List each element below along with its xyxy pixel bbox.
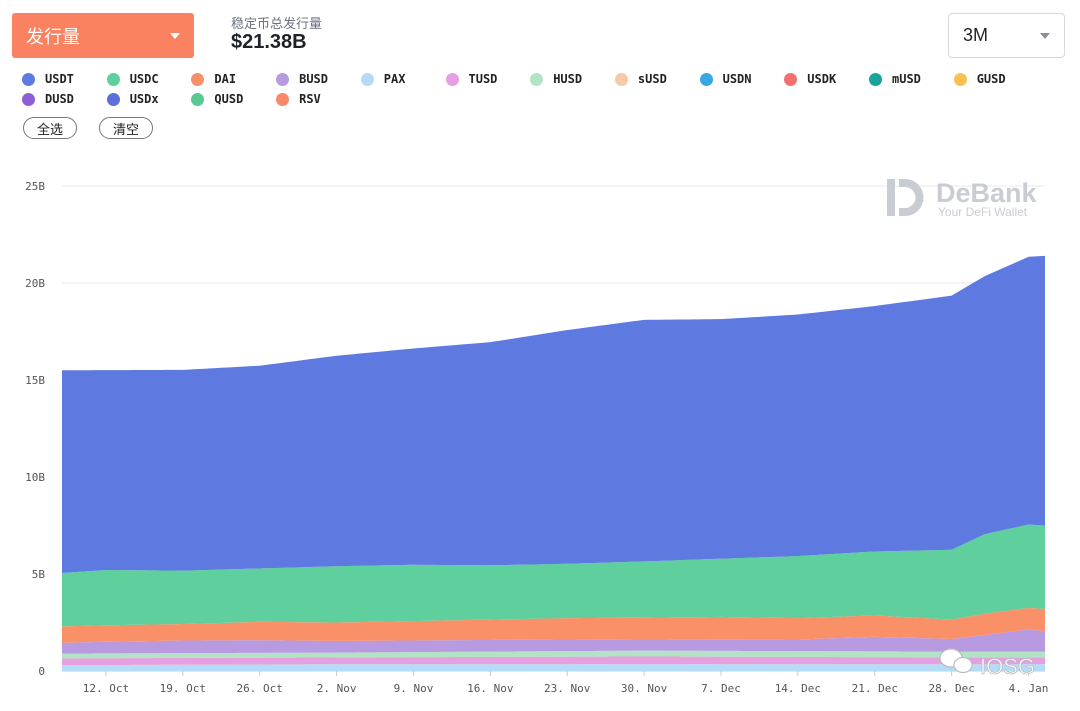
legend-label: HUSD: [553, 72, 583, 86]
legend-item-usdt[interactable]: USDT: [22, 70, 74, 88]
legend-item-gusd[interactable]: GUSD: [953, 70, 1006, 88]
legend-dot-icon: [106, 92, 120, 106]
metric-dropdown[interactable]: 发行量: [12, 13, 194, 58]
legend-item-busd[interactable]: BUSD: [276, 70, 328, 88]
legend-item-usdc[interactable]: USDC: [106, 70, 159, 88]
x-tick-label: 12. Oct: [83, 682, 129, 695]
series-area-tusd[interactable]: [62, 656, 1045, 666]
legend-label: USDK: [807, 72, 837, 86]
x-tick-label: 19. Oct: [160, 682, 206, 695]
legend-row: DUSD USDx QUSD RSV: [22, 90, 1062, 110]
stacked-area-chart: 0 5B 10B 15B 20B 25B 12. Oct 19. Oct 26. Oct 2. …: [25, 178, 1049, 695]
x-tick-label: 16. Nov: [467, 682, 514, 695]
y-tick-label: 15B: [25, 374, 45, 387]
total-supply-label: 稳定币总发行量: [231, 17, 323, 32]
x-tick-label: 28. Dec: [928, 682, 974, 695]
wechat-icon: [939, 648, 973, 674]
series-area-usdc[interactable]: [62, 524, 1045, 627]
legend-dot-icon: [191, 92, 205, 106]
legend-label: RSV: [299, 92, 321, 106]
x-axis: 12. Oct 19. Oct 26. Oct 2. Nov 9. Nov 16. Nov…: [83, 671, 1049, 695]
legend-dot-icon: [445, 72, 459, 86]
select-all-button[interactable]: 全选: [23, 117, 77, 139]
iosg-watermark: IOSG: [939, 648, 1035, 679]
watermark-tagline: Your DeFi Wallet: [938, 205, 1028, 219]
legend-dot-icon: [530, 72, 544, 86]
legend-dot-icon: [276, 72, 290, 86]
legend-item-usdn[interactable]: USDN: [699, 70, 752, 88]
legend-dot-icon: [22, 72, 35, 86]
chevron-down-icon: [170, 32, 180, 39]
series-areas: [62, 255, 1045, 671]
legend-item-tusd[interactable]: TUSD: [445, 70, 498, 88]
x-tick-label: 23. Nov: [544, 682, 591, 695]
legend-label: GUSD: [976, 72, 1006, 86]
y-tick-label: 0: [38, 665, 45, 678]
legend-label: PAX: [383, 72, 406, 86]
legend-dot-icon: [869, 72, 882, 86]
legend-dot-icon: [784, 72, 798, 86]
legend-label: sUSD: [637, 72, 667, 86]
clear-button[interactable]: 清空: [99, 117, 153, 139]
legend-dot-icon: [276, 92, 290, 106]
metric-dropdown-label: 发行量: [26, 26, 80, 48]
y-tick-label: 5B: [32, 568, 46, 581]
legend-item-qusd[interactable]: QUSD: [191, 90, 243, 108]
legend-item-dai[interactable]: DAI: [191, 70, 236, 88]
legend-item-usdk[interactable]: USDK: [784, 70, 836, 88]
time-range-select[interactable]: 3M: [948, 13, 1065, 58]
legend-label: USDx: [129, 92, 159, 106]
x-tick-label: 2. Nov: [317, 682, 357, 695]
series-area-usdt[interactable]: [62, 255, 1045, 574]
legend-label: DAI: [214, 72, 237, 86]
legend-label: TUSD: [468, 72, 498, 86]
legend-item-pax[interactable]: PAX: [360, 70, 406, 88]
x-tick-label: 7. Dec: [701, 682, 741, 695]
legend-item-usdx[interactable]: USDx: [106, 90, 159, 108]
x-tick-label: 26. Oct: [237, 682, 283, 695]
x-tick-label: 21. Dec: [852, 682, 898, 695]
legend-dot-icon: [953, 72, 967, 86]
y-tick-label: 25B: [25, 180, 45, 193]
x-tick-label: 30. Nov: [621, 682, 668, 695]
legend-label: DUSD: [45, 92, 74, 106]
chevron-down-icon: [1040, 32, 1050, 39]
x-tick-label: 4. Jan: [1009, 682, 1049, 695]
x-tick-label: 9. Nov: [394, 682, 434, 695]
legend-label: USDT: [45, 72, 74, 86]
legend-dot-icon: [22, 92, 35, 106]
legend-dot-icon: [106, 72, 120, 86]
y-tick-label: 10B: [25, 471, 45, 484]
watermark-corner: IOSG: [980, 654, 1035, 679]
legend-label: QUSD: [214, 92, 244, 106]
legend-item-husd[interactable]: HUSD: [530, 70, 582, 88]
legend-dot-icon: [699, 72, 713, 86]
series-area-busd[interactable]: [62, 629, 1045, 654]
time-range-value: 3M: [963, 25, 989, 45]
legend-dot-icon: [614, 72, 628, 86]
legend-label: BUSD: [299, 72, 328, 86]
legend-dot-icon: [191, 72, 205, 86]
legend: USDT USDC DAI BUSD PAX TUSD HUSD sUSD USDN USDK mU…: [22, 70, 1062, 110]
series-area-dai[interactable]: [62, 607, 1045, 643]
debank-logo-icon: [887, 179, 924, 216]
legend-item-rsv[interactable]: RSV: [276, 90, 321, 108]
series-area-husd[interactable]: [62, 650, 1045, 659]
total-supply-value: $21.38B: [231, 31, 307, 53]
legend-item-musd[interactable]: mUSD: [869, 70, 921, 88]
legend-row: USDT USDC DAI BUSD PAX TUSD HUSD sUSD USDN USDK mU…: [22, 70, 1062, 90]
x-tick-label: 14. Dec: [775, 682, 821, 695]
debank-watermark: DeBank Your DeFi Wallet: [887, 178, 1038, 219]
legend-item-susd[interactable]: sUSD: [614, 70, 667, 88]
y-axis: 0 5B 10B 15B 20B 25B: [25, 180, 45, 678]
legend-label: USDN: [722, 72, 752, 86]
legend-dot-icon: [360, 72, 374, 86]
y-tick-label: 20B: [25, 277, 45, 290]
legend-label: mUSD: [892, 72, 921, 86]
legend-label: USDC: [129, 72, 159, 86]
series-area-pax[interactable]: [62, 664, 1045, 671]
legend-item-dusd[interactable]: DUSD: [22, 90, 74, 108]
watermark-brand: DeBank: [936, 178, 1038, 208]
